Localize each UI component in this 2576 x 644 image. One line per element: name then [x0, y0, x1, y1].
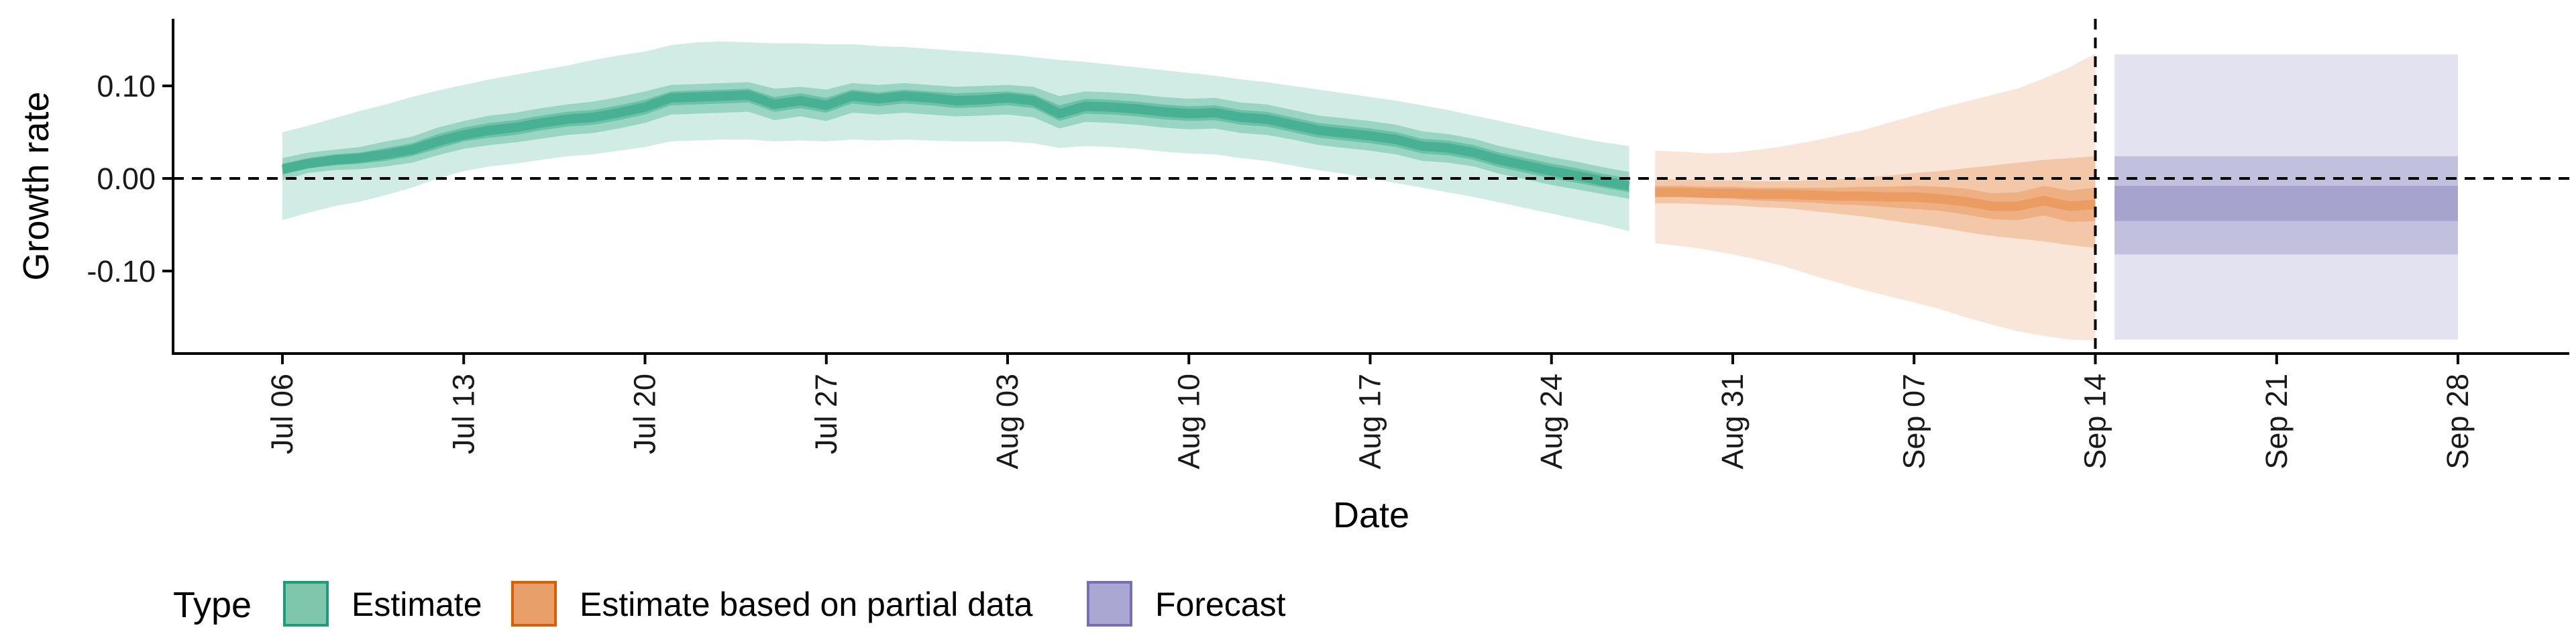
estimate-band-90 [282, 41, 1629, 231]
forecast-band-50 [2114, 156, 2458, 255]
x-tick-label: Aug 31 [1715, 374, 1750, 470]
x-tick-label: Aug 24 [1534, 374, 1568, 470]
median-lines [281, 90, 2096, 211]
legend-key-estimate-based-on-partial-data [511, 581, 557, 627]
legend-key-forecast [1087, 581, 1132, 627]
uncertainty-bands [282, 41, 2458, 341]
legend-label-estimate-based-on-partial-data: Estimate based on partial data [580, 586, 1033, 623]
x-tick-label: Aug 10 [1171, 374, 1205, 470]
x-tick-label: Jul 20 [628, 374, 662, 454]
estimate-based-on-partial-data-median-line [1655, 187, 2096, 211]
estimate-band-50 [282, 82, 1629, 199]
legend-label-estimate: Estimate [352, 586, 482, 623]
legend: Type Estimate Estimate based on partial d… [173, 581, 1286, 627]
y-tick-label: -0.10 [87, 254, 156, 288]
estimate-based-on-partial-data-band-90 [1655, 53, 2096, 341]
y-axis-ticks: 0.10 0.00 -0.10 [87, 69, 173, 288]
legend-label-forecast: Forecast [1155, 586, 1286, 623]
y-tick-label: 0.10 [97, 69, 156, 103]
x-tick-label: Sep 07 [1896, 374, 1931, 470]
estimate-median-line [281, 90, 1630, 191]
forecast-band-90 [2114, 54, 2458, 340]
x-tick-label: Jul 27 [809, 374, 843, 454]
x-tick-label: Aug 03 [990, 374, 1024, 470]
y-axis-title: Growth rate [16, 91, 56, 280]
x-tick-label: Aug 17 [1353, 374, 1387, 470]
x-axis-ticks: Jul 06 Jul 13 Jul 20 Jul 27 Aug 03 Aug 10 Aug … [265, 354, 2475, 470]
estimate-based-on-partial-data-band-20 [1655, 186, 2096, 222]
x-tick-label: Jul 06 [265, 374, 299, 454]
x-tick-label: Sep 28 [2440, 374, 2475, 470]
legend-title: Type [173, 585, 252, 625]
x-tick-label: Sep 21 [2259, 374, 2294, 470]
x-axis-title: Date [1333, 495, 1409, 535]
legend-key-estimate [283, 581, 329, 627]
forecast-band-20 [2114, 186, 2458, 221]
x-tick-label: Jul 13 [446, 374, 480, 454]
estimate-band-20 [282, 89, 1629, 193]
x-tick-label: Sep 14 [2078, 374, 2112, 470]
y-tick-label: 0.00 [97, 162, 156, 196]
